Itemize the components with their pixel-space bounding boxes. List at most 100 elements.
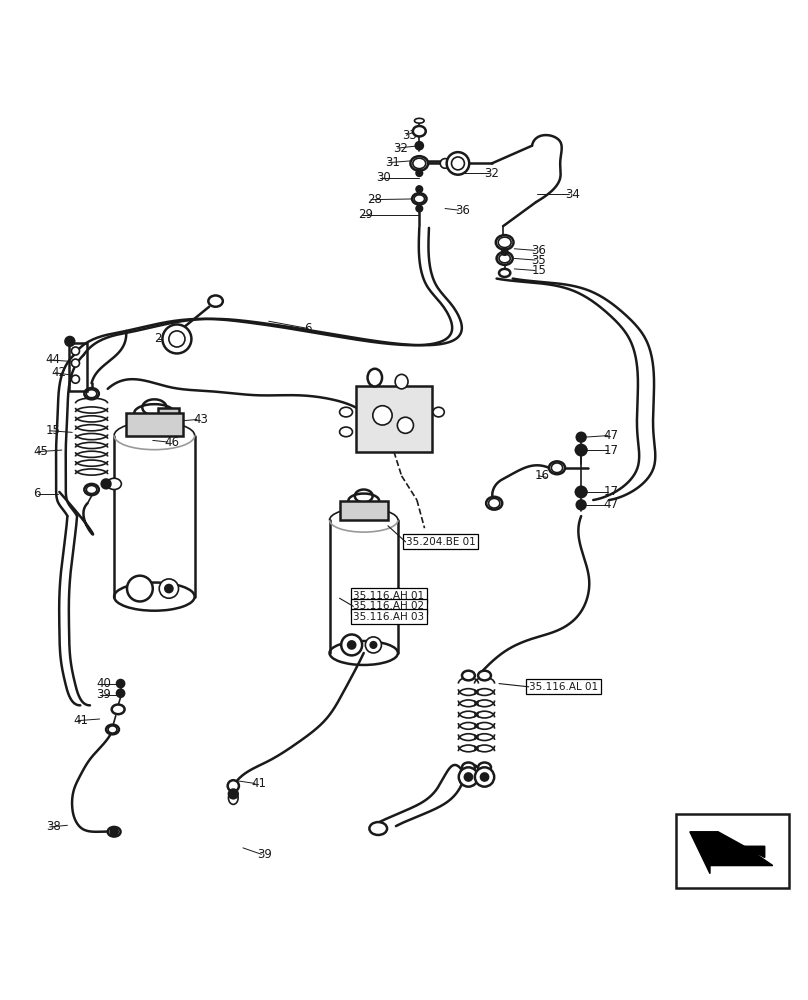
Text: 6: 6	[34, 487, 41, 500]
Circle shape	[372, 406, 392, 425]
Ellipse shape	[489, 498, 500, 508]
Circle shape	[347, 641, 356, 649]
Circle shape	[575, 486, 587, 498]
Circle shape	[110, 828, 118, 836]
Bar	[356, 386, 432, 452]
Bar	[126, 413, 183, 436]
Polygon shape	[690, 832, 772, 874]
Text: 41: 41	[74, 714, 89, 727]
Text: 44: 44	[46, 353, 61, 366]
Text: 15: 15	[531, 264, 546, 277]
Text: 35.116.AH 01: 35.116.AH 01	[353, 591, 424, 601]
Ellipse shape	[414, 195, 424, 203]
Text: 47: 47	[604, 429, 619, 442]
Ellipse shape	[339, 427, 352, 437]
Ellipse shape	[478, 763, 491, 772]
Ellipse shape	[208, 295, 223, 307]
Ellipse shape	[497, 252, 513, 265]
Text: 15: 15	[46, 424, 61, 437]
Circle shape	[165, 585, 173, 593]
Circle shape	[502, 249, 508, 255]
Circle shape	[169, 331, 185, 347]
Ellipse shape	[433, 407, 444, 417]
Ellipse shape	[413, 158, 426, 169]
Text: 17: 17	[604, 444, 619, 457]
Ellipse shape	[415, 118, 424, 123]
Text: 35: 35	[531, 254, 546, 267]
Text: 46: 46	[164, 436, 179, 449]
Bar	[69, 343, 86, 391]
Ellipse shape	[462, 671, 475, 680]
Text: 39: 39	[96, 688, 112, 701]
Ellipse shape	[551, 463, 562, 473]
Text: 39: 39	[258, 848, 272, 861]
Ellipse shape	[395, 374, 408, 389]
Circle shape	[452, 157, 465, 170]
Ellipse shape	[462, 763, 475, 772]
Circle shape	[575, 444, 587, 456]
Ellipse shape	[499, 269, 511, 277]
Text: 42: 42	[52, 366, 66, 379]
Ellipse shape	[229, 791, 238, 804]
Text: 35.204.BE 01: 35.204.BE 01	[406, 537, 475, 547]
Circle shape	[65, 337, 74, 345]
Text: 33: 33	[402, 129, 417, 142]
Text: 16: 16	[534, 469, 549, 482]
Text: 32: 32	[393, 142, 408, 155]
Circle shape	[576, 432, 586, 442]
Circle shape	[415, 142, 423, 150]
Circle shape	[365, 637, 381, 653]
Text: 17: 17	[604, 485, 619, 498]
Ellipse shape	[86, 390, 97, 398]
Text: 35.116.AH 02: 35.116.AH 02	[353, 601, 424, 611]
Ellipse shape	[496, 235, 514, 250]
Ellipse shape	[108, 726, 117, 733]
Text: 34: 34	[565, 188, 580, 201]
Ellipse shape	[499, 254, 511, 263]
Ellipse shape	[107, 827, 120, 837]
Ellipse shape	[65, 337, 74, 346]
Circle shape	[229, 789, 238, 799]
Text: 38: 38	[46, 820, 61, 833]
Text: 35.116.AH 03: 35.116.AH 03	[353, 612, 424, 622]
Text: 28: 28	[367, 193, 382, 206]
Text: 32: 32	[485, 167, 499, 180]
Text: 41: 41	[251, 777, 266, 790]
Text: 31: 31	[385, 156, 399, 169]
Circle shape	[576, 500, 586, 510]
Ellipse shape	[575, 488, 587, 496]
Circle shape	[440, 159, 450, 168]
Ellipse shape	[499, 237, 511, 248]
Ellipse shape	[107, 478, 121, 490]
Circle shape	[370, 642, 377, 648]
Text: 40: 40	[96, 677, 112, 690]
Text: 6: 6	[304, 322, 312, 335]
Ellipse shape	[412, 193, 427, 204]
Ellipse shape	[369, 822, 387, 835]
Circle shape	[416, 205, 423, 212]
Circle shape	[71, 375, 79, 383]
Ellipse shape	[368, 369, 382, 386]
Circle shape	[159, 579, 179, 598]
Ellipse shape	[486, 497, 503, 510]
Circle shape	[127, 576, 153, 601]
Text: 43: 43	[193, 413, 208, 426]
Ellipse shape	[478, 671, 491, 680]
Circle shape	[341, 634, 362, 655]
Ellipse shape	[84, 388, 99, 399]
Circle shape	[459, 767, 478, 787]
Ellipse shape	[228, 780, 239, 791]
Circle shape	[416, 186, 423, 192]
Circle shape	[447, 152, 469, 175]
Text: 22: 22	[154, 332, 170, 345]
Ellipse shape	[106, 725, 119, 734]
Text: 35.116.AL 01: 35.116.AL 01	[528, 682, 598, 692]
Bar	[676, 814, 789, 888]
Text: 47: 47	[604, 498, 619, 511]
Ellipse shape	[575, 446, 587, 455]
Circle shape	[116, 680, 124, 688]
Ellipse shape	[413, 126, 426, 136]
Text: 36: 36	[455, 204, 469, 217]
Ellipse shape	[112, 705, 124, 714]
Bar	[340, 501, 388, 520]
